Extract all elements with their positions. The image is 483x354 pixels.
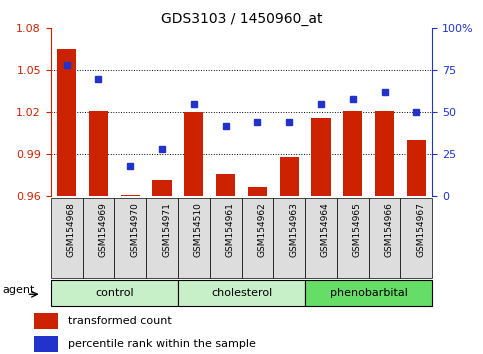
Bar [343, 111, 362, 196]
Bar [337, 198, 369, 278]
Bar [34, 336, 58, 352]
Text: GSM154962: GSM154962 [257, 202, 267, 257]
Bar [369, 198, 400, 278]
Bar [242, 198, 273, 278]
Text: GSM154964: GSM154964 [321, 202, 330, 257]
Bar [178, 280, 305, 306]
Bar [34, 313, 58, 329]
Bar [178, 198, 210, 278]
Bar [83, 198, 114, 278]
Title: GDS3103 / 1450960_at: GDS3103 / 1450960_at [161, 12, 322, 26]
Text: GSM154965: GSM154965 [353, 202, 362, 257]
Bar [248, 187, 267, 196]
Bar [121, 195, 140, 196]
Text: control: control [95, 288, 134, 298]
Bar [146, 198, 178, 278]
Text: GSM154968: GSM154968 [67, 202, 76, 257]
Text: phenobarbital: phenobarbital [330, 288, 408, 298]
Bar [51, 198, 83, 278]
Bar [57, 49, 76, 196]
Bar [400, 198, 432, 278]
Bar [51, 280, 178, 306]
Text: cholesterol: cholesterol [211, 288, 272, 298]
Text: percentile rank within the sample: percentile rank within the sample [68, 339, 256, 349]
Bar [185, 113, 203, 196]
Text: GSM154969: GSM154969 [99, 202, 107, 257]
Bar [89, 111, 108, 196]
Bar [305, 280, 432, 306]
Bar [375, 111, 394, 196]
Text: GSM154961: GSM154961 [226, 202, 235, 257]
Text: GSM154971: GSM154971 [162, 202, 171, 257]
Bar [312, 118, 330, 196]
Text: GSM154970: GSM154970 [130, 202, 139, 257]
Bar [114, 198, 146, 278]
Bar [280, 157, 298, 196]
Bar [153, 180, 171, 196]
Bar [273, 198, 305, 278]
Text: GSM154510: GSM154510 [194, 202, 203, 257]
Bar [216, 174, 235, 196]
Bar [407, 141, 426, 196]
Text: agent: agent [2, 285, 35, 295]
Text: GSM154967: GSM154967 [416, 202, 426, 257]
Text: transformed count: transformed count [68, 316, 171, 326]
Text: GSM154963: GSM154963 [289, 202, 298, 257]
Bar [305, 198, 337, 278]
Text: GSM154966: GSM154966 [384, 202, 394, 257]
Bar [210, 198, 242, 278]
